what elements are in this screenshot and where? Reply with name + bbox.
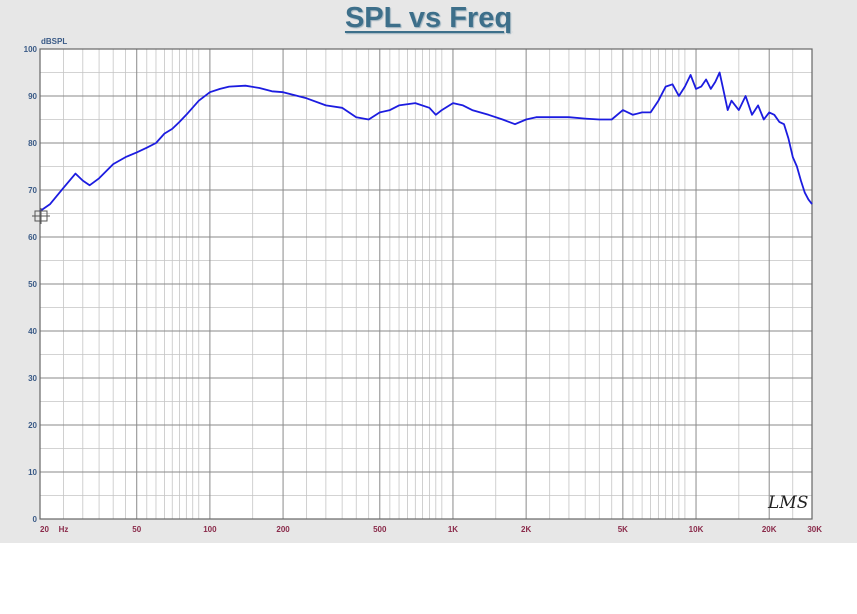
x-tick-label: Hz: [59, 525, 69, 534]
spl-chart: 0 10 20 30 40 50 60 70 80 90 100 20 Hz 50 100 200 500 1K…: [24, 37, 823, 534]
x-tick-label: 20: [40, 525, 49, 534]
x-tick-label: 20K: [762, 525, 777, 534]
y-tick-label: 30: [28, 374, 37, 383]
y-tick-label: 90: [28, 92, 37, 101]
y-tick-label: 50: [28, 280, 37, 289]
y-tick-label: 20: [28, 421, 37, 430]
x-tick-label: 200: [276, 525, 290, 534]
x-tick-label: 2K: [521, 525, 531, 534]
y-tick-label: 60: [28, 233, 37, 242]
x-tick-label: 10K: [689, 525, 704, 534]
y-tick-label: 100: [24, 45, 38, 54]
y-tick-label: 0: [33, 515, 38, 524]
y-tick-label: 10: [28, 468, 37, 477]
y-axis-ticks: 0 10 20 30 40 50 60 70 80 90 100: [24, 45, 38, 524]
x-axis-ticks: 20 Hz 50 100 200 500 1K 2K 5K 10K 20K 30K: [40, 525, 822, 534]
x-tick-label: 30K: [807, 525, 822, 534]
x-tick-label: 500: [373, 525, 387, 534]
x-tick-label: 5K: [618, 525, 628, 534]
y-tick-label: 80: [28, 139, 37, 148]
x-tick-label: 1K: [448, 525, 458, 534]
x-tick-label: 100: [203, 525, 217, 534]
y-axis-label: dBSPL: [41, 37, 67, 46]
chart-title: SPL vs Freq: [344, 2, 513, 34]
cursor-marker-icon[interactable]: [32, 208, 50, 224]
spl-curve: [39, 71, 813, 212]
x-tick-label: 50: [132, 525, 141, 534]
lms-watermark: LMS: [767, 493, 808, 513]
plot-frame: [39, 48, 813, 520]
y-tick-label: 40: [28, 327, 37, 336]
y-tick-label: 70: [28, 186, 37, 195]
